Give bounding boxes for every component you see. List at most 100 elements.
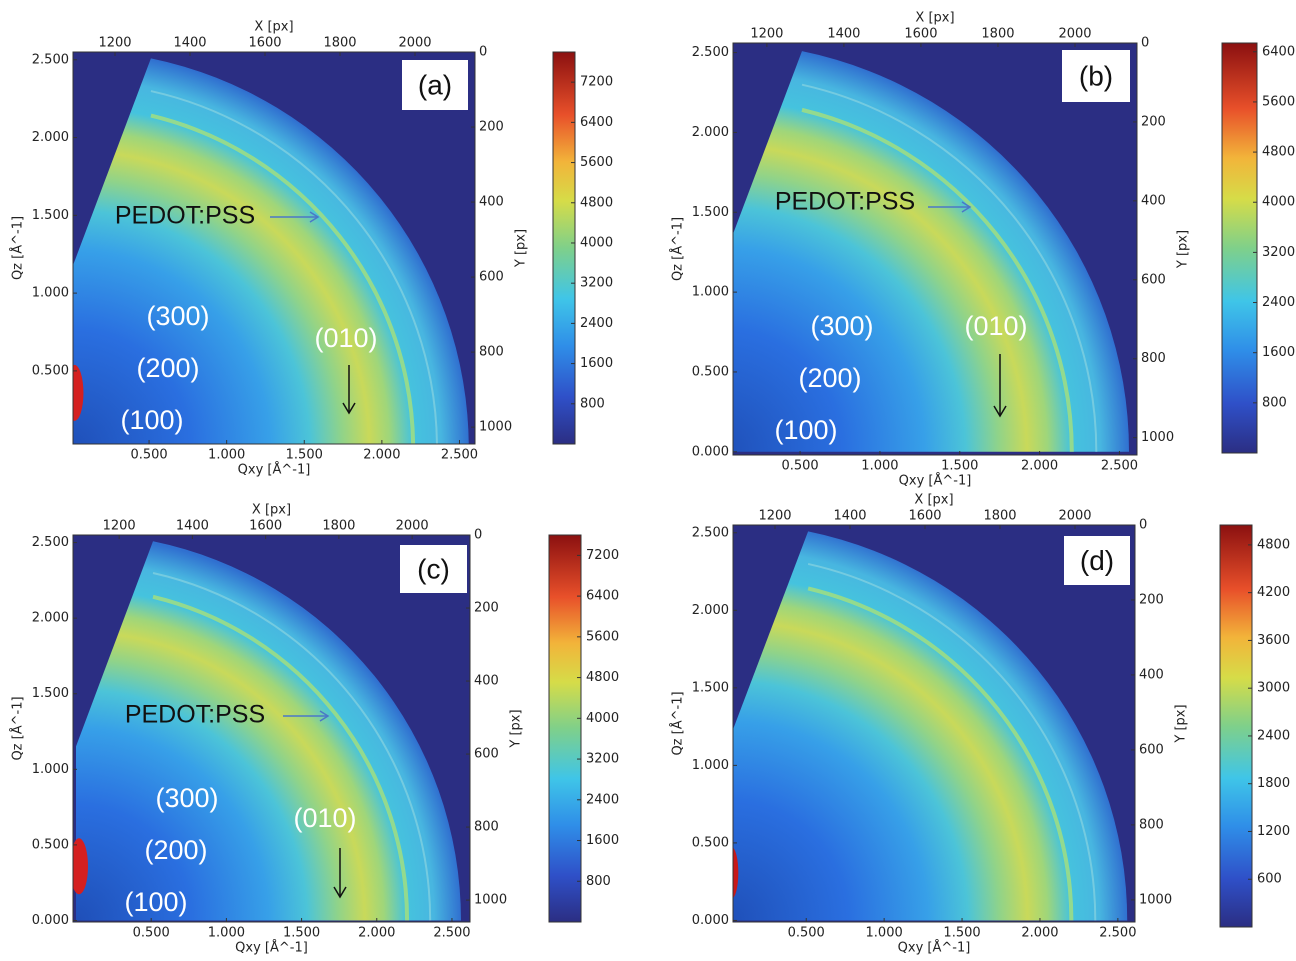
y2-axis-label: Y [px] <box>1174 704 1189 743</box>
x-tick-label: 2.000 <box>363 448 400 463</box>
x-axis-label: Qxy [Å^-1] <box>899 473 972 489</box>
pedot-label: PEDOT:PSS <box>125 701 265 729</box>
peak-label: (200) <box>798 363 861 393</box>
arrow-head <box>333 886 347 899</box>
arrow-head <box>993 405 1007 418</box>
y2-tick-label: 0 <box>1141 36 1149 51</box>
colorbar-tick-label: 5600 <box>1262 94 1295 109</box>
y2-tick-label: 400 <box>1139 667 1164 682</box>
y-tick-label: 0.500 <box>692 835 729 850</box>
x-tick-label: 2.000 <box>1021 926 1058 941</box>
colorbar-tick-label: 600 <box>1257 872 1282 887</box>
y2-tick-label: 400 <box>479 195 504 210</box>
x2-tick-label: 1600 <box>908 509 941 524</box>
x-tick-label: 1.500 <box>941 459 978 474</box>
y-axis-label: Qz [Å^-1] <box>670 217 686 281</box>
y-tick-label: 1.500 <box>32 686 69 701</box>
arrow-head <box>961 201 972 213</box>
y-tick-label: 1.000 <box>32 286 69 301</box>
arrow-head <box>342 402 356 415</box>
y-tick-label: 1.500 <box>32 208 69 223</box>
colorbar-tick-label: 2400 <box>586 792 619 807</box>
y-axis-label: Qz [Å^-1] <box>670 691 686 755</box>
x-tick-label: 0.500 <box>781 459 818 474</box>
panel-title: (d) <box>1080 545 1114 576</box>
colorbar-tick-label: 1600 <box>586 833 619 848</box>
plot-frame <box>72 534 471 923</box>
y2-axis-label: Y [px] <box>509 709 524 748</box>
title-box <box>1062 50 1130 102</box>
colorbar-tick-label: 6400 <box>580 115 613 130</box>
y2-tick-label: 800 <box>1139 817 1164 832</box>
y-tick-label: 0.000 <box>32 913 69 928</box>
colorbar-tick-label: 3600 <box>1257 633 1290 648</box>
y-tick-label: 1.500 <box>692 680 729 695</box>
x2-tick-label: 1400 <box>176 519 209 534</box>
plot-frame <box>72 51 476 445</box>
peak-label: (010) <box>314 323 377 353</box>
x2-tick-label: 1200 <box>758 509 791 524</box>
y-tick-label: 0.000 <box>692 444 729 459</box>
x2-tick-label: 1200 <box>750 27 783 42</box>
peak-label: (300) <box>810 311 873 341</box>
y-tick-label: 2.000 <box>692 125 729 140</box>
y-tick-label: 2.500 <box>32 535 69 550</box>
plot-frame <box>732 524 1136 923</box>
y-tick-label: 1.000 <box>692 285 729 300</box>
y-tick-label: 2.500 <box>692 525 729 540</box>
detector-image <box>73 535 470 922</box>
x2-tick-label: 2000 <box>398 36 431 51</box>
detector-image <box>733 525 1135 922</box>
y2-tick-label: 1000 <box>1139 892 1172 907</box>
x2-tick-label: 2000 <box>1058 509 1091 524</box>
colorbar <box>552 51 576 445</box>
y-tick-label: 2.000 <box>32 130 69 145</box>
x2-tick-label: 2000 <box>1058 27 1091 42</box>
colorbar-tick-label: 4000 <box>1262 195 1295 210</box>
colorbar-tick-label: 4800 <box>1257 537 1290 552</box>
x2-tick-label: 1800 <box>322 519 355 534</box>
x2-tick-label: 1600 <box>248 36 281 51</box>
colorbar-tick-label: 800 <box>580 396 605 411</box>
colorbar-tick-label: 4000 <box>580 235 613 250</box>
y-tick-label: 0.500 <box>32 363 69 378</box>
y2-tick-label: 0 <box>474 528 482 543</box>
colorbar-tick-label: 800 <box>586 874 611 889</box>
colorbar-tick-label: 1800 <box>1257 776 1290 791</box>
pedot-label: PEDOT:PSS <box>775 188 915 216</box>
x2-tick-label: 1200 <box>103 519 136 534</box>
colorbar-tick-label: 7200 <box>580 75 613 90</box>
colorbar <box>548 534 582 923</box>
y2-tick-label: 200 <box>474 601 499 616</box>
x-tick-label: 1.500 <box>283 926 320 941</box>
x-tick-label: 1.000 <box>861 459 898 474</box>
y2-tick-label: 200 <box>479 120 504 135</box>
x-tick-label: 2.000 <box>358 926 395 941</box>
y-tick-label: 2.000 <box>692 603 729 618</box>
x-tick-label: 1.500 <box>943 926 980 941</box>
y2-tick-label: 0 <box>479 45 487 60</box>
x2-tick-label: 1200 <box>98 36 131 51</box>
y2-tick-label: 0 <box>1139 518 1147 533</box>
y-tick-label: 0.500 <box>692 364 729 379</box>
colorbar-tick-label: 4800 <box>586 670 619 685</box>
x2-tick-label: 1400 <box>173 36 206 51</box>
colorbar-tick-label: 3000 <box>1257 681 1290 696</box>
colorbar-tick-label: 1200 <box>1257 824 1290 839</box>
y2-tick-label: 200 <box>1139 592 1164 607</box>
detector-image <box>73 52 475 444</box>
peak-label: (010) <box>293 803 356 833</box>
panel-title: (b) <box>1079 60 1113 91</box>
peak-label: (200) <box>144 835 207 865</box>
pedot-label: PEDOT:PSS <box>115 202 255 230</box>
x2-axis-label: X [px] <box>252 503 291 518</box>
y2-tick-label: 600 <box>479 270 504 285</box>
y2-tick-label: 400 <box>1141 193 1166 208</box>
y2-tick-label: 800 <box>474 820 499 835</box>
x2-tick-label: 1600 <box>904 27 937 42</box>
x-tick-label: 1.000 <box>208 448 245 463</box>
x2-tick-label: 1400 <box>827 27 860 42</box>
x2-tick-label: 1800 <box>323 36 356 51</box>
colorbar-tick-label: 800 <box>1262 395 1287 410</box>
x-tick-label: 1.000 <box>866 926 903 941</box>
